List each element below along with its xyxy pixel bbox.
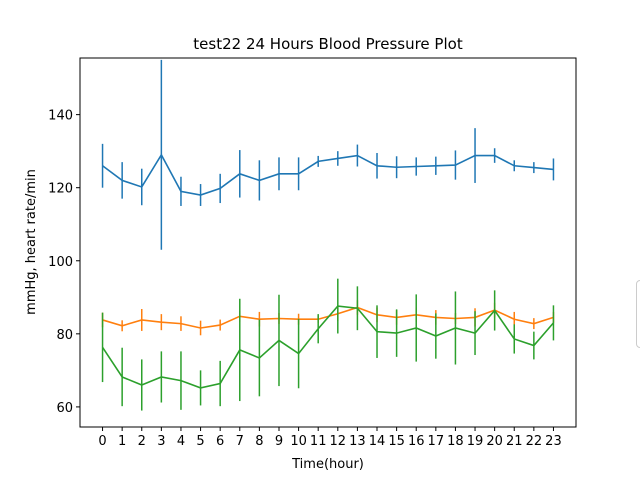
x-tick-label: 4 <box>177 434 185 449</box>
x-tick-label: 12 <box>330 434 347 449</box>
x-tick-label: 15 <box>388 434 405 449</box>
x-tick-label: 6 <box>216 434 224 449</box>
x-tick-label: 9 <box>275 434 283 449</box>
x-tick-label: 10 <box>290 434 307 449</box>
x-tick-label: 20 <box>486 434 503 449</box>
plot-area <box>101 59 555 411</box>
series-line <box>102 153 554 196</box>
y-tick-label: 60 <box>56 401 73 416</box>
x-tick-label: 13 <box>349 434 366 449</box>
x-tick-label: 23 <box>545 434 562 449</box>
x-tick-label: 19 <box>467 434 484 449</box>
x-tick-label: 5 <box>196 434 204 449</box>
x-tick-label: 14 <box>369 434 386 449</box>
y-tick-label: 100 <box>48 255 73 270</box>
x-tick-label: 21 <box>506 434 523 449</box>
x-tick-label: 2 <box>138 434 146 449</box>
x-tick-label: 16 <box>408 434 425 449</box>
x-tick-label: 11 <box>310 434 327 449</box>
x-tick-label: 8 <box>255 434 263 449</box>
y-tick-label: 80 <box>56 328 73 343</box>
series-0 <box>101 59 555 250</box>
x-tick-label: 22 <box>526 434 543 449</box>
y-axis-label: mmHg, heart rate/min <box>24 169 39 315</box>
x-tick-label: 7 <box>236 434 244 449</box>
legend-box <box>636 280 640 348</box>
y-tick-label: 120 <box>48 182 73 197</box>
x-tick-label: 17 <box>428 434 445 449</box>
y-axis: 60 80 100 120 140 <box>48 109 80 416</box>
x-axis-label: Time(hour) <box>291 457 364 472</box>
chart-title: test22 24 Hours Blood Pressure Plot <box>193 35 463 53</box>
x-tick-label: 1 <box>118 434 126 449</box>
x-tick-label: 0 <box>98 434 106 449</box>
x-tick-label: 3 <box>157 434 165 449</box>
y-tick-label: 140 <box>48 109 73 124</box>
series-line <box>101 305 555 389</box>
series-2 <box>101 278 555 411</box>
x-tick-label: 18 <box>447 434 464 449</box>
plot-frame <box>79 57 577 428</box>
x-axis: 0 1 2 3 4 5 6 7 8 9 10 11 12 13 14 15 16 17 18 19 20 21 22 23 <box>98 427 562 449</box>
